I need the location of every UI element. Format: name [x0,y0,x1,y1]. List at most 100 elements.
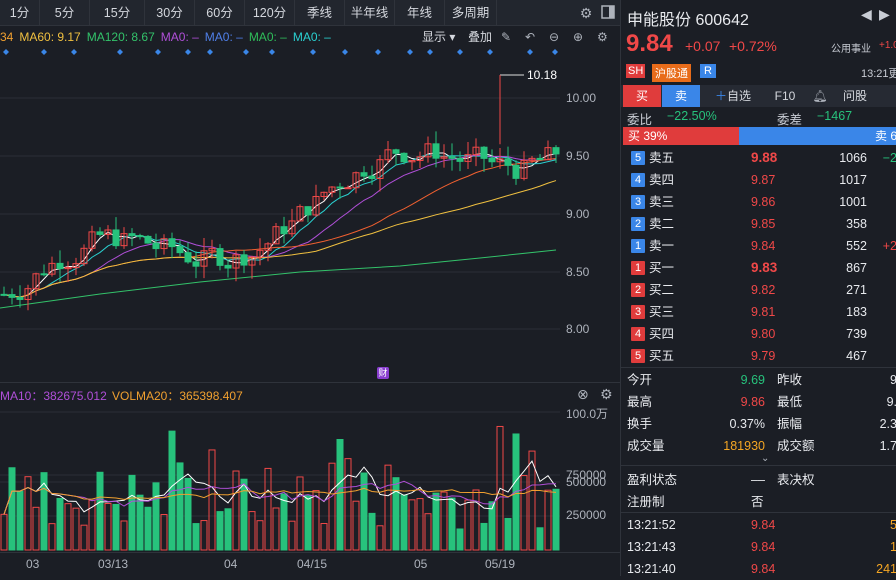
candle-body [192,261,200,267]
candle-body [112,229,120,247]
volume-bar [296,476,304,551]
volume-tick: 250000 [566,508,607,522]
volume-chart[interactable] [0,404,620,552]
undo-icon[interactable]: ↶ [525,30,536,44]
zoom-out-icon[interactable]: ⊖ [549,30,560,44]
candlestick-chart[interactable] [0,46,620,381]
volume-legend: MA10：382675.012 VOLMA20：365398.407 ⊗ ⚙ [0,382,620,404]
event-diamond [117,49,123,55]
bids-volume: 467 [846,349,867,363]
sector-label[interactable]: 公用事业 [831,44,871,55]
candle-body [448,156,456,159]
stat-label: 换手 [627,417,653,431]
volume-bar [96,471,104,551]
sell-tab[interactable]: 卖 [662,85,700,107]
ma-line [3,153,557,298]
asks-row[interactable]: 1 卖一 9.84 552 +2 [621,235,896,257]
vol-ma20: VOLMA20：365398.407 [112,389,243,403]
volume-bar [24,476,32,551]
bell-icon[interactable]: 🔔︎ [812,89,828,103]
bids-row[interactable]: 3 买三 9.81 183 [621,301,896,323]
display-button[interactable]: 显示 ▾ [422,30,456,44]
settings-icon[interactable]: ⚙ [579,5,593,21]
tick-price: 9.84 [751,518,776,532]
stat-value: 9. [886,395,896,409]
bids-row[interactable]: 2 买二 9.82 271 [621,279,896,301]
expand-icon[interactable]: ⌄ [761,453,770,464]
prev-stock-icon[interactable]: ◀ [861,6,872,22]
tab-halfyear[interactable]: 半年线 [345,0,395,26]
asks-row[interactable]: 5 卖五 9.88 1066 −2 [621,147,896,169]
asks-row[interactable]: 4 卖四 9.87 1017 [621,169,896,191]
volume-bar [144,506,152,551]
tab-1min[interactable]: 1分 [0,0,40,26]
price-change: +0.07 [685,38,721,54]
tick-price: 9.84 [751,562,776,576]
tick-volume: 1 [890,540,896,554]
bids-level-label: 买二 [649,283,675,297]
candle-body [64,267,72,270]
stat-value: 9 [890,373,896,387]
volume-settings-icon[interactable]: ⚙ [600,386,613,402]
tab-120min[interactable]: 120分 [245,0,295,26]
volume-bar [240,478,248,551]
bids-row[interactable]: 1 买一 9.83 867 [621,257,896,279]
volume-bar [536,527,544,551]
tab-5min[interactable]: 5分 [40,0,90,26]
candle-body [336,186,344,189]
buy-tab[interactable]: 买 [623,85,661,107]
ma-legend-item: 34 [0,30,14,44]
tab-60min[interactable]: 60分 [195,0,245,26]
price-tick: 10.00 [566,91,597,105]
tab-year[interactable]: 年线 [395,0,445,26]
bids-price: 9.82 [751,283,776,297]
bids-row[interactable]: 5 买五 9.79 467 [621,345,896,367]
overlay-button[interactable]: 叠加 [468,30,493,44]
bids-level-badge: 5 [631,349,645,363]
volume-bar [328,462,336,551]
close-icon[interactable]: ⊗ [577,386,589,402]
tab-quarter[interactable]: 季线 [295,0,345,26]
stat-label: 成交额 [777,439,815,453]
candle-body [80,247,88,265]
stock-name: 申能股份 600642 [627,6,749,30]
watchlist-tab[interactable]: ＋自选 [705,85,761,107]
candle-body [152,242,160,250]
panel-toggle-icon[interactable] [600,5,616,21]
tab-multi-period[interactable]: 多周期 [445,0,497,26]
volume-bar [48,523,56,551]
asks-row[interactable]: 3 卖三 9.86 1001 [621,191,896,213]
weibi-label: 委比 [627,113,653,127]
volume-bar [112,503,120,551]
tab-15min[interactable]: 15分 [90,0,145,26]
asks-level-label: 卖三 [649,195,675,209]
tab-30min[interactable]: 30分 [145,0,195,26]
display-label: 显示 [422,30,447,44]
event-diamond [155,49,161,55]
ask-stock-tab[interactable]: 问股 [842,89,867,103]
volume-bar [272,507,280,551]
asks-level-label: 卖四 [649,173,675,187]
bids-row[interactable]: 4 买四 9.80 739 [621,323,896,345]
stat-value: 2.3 [879,417,896,431]
volume-bar [360,472,368,551]
update-time: 13:21更 [861,68,896,80]
volume-tick: 750000 [566,468,607,482]
next-stock-icon[interactable]: ▶ [879,6,890,22]
zoom-in-icon[interactable]: ⊕ [573,30,584,44]
volume-bar [264,467,272,551]
date-tick: 03/13 [98,557,129,571]
candle-body [472,146,480,156]
f10-tab[interactable]: F10 [774,89,796,103]
volume-bar [336,439,344,551]
finance-event-marker[interactable]: 财 [377,367,389,379]
asks-row[interactable]: 2 卖二 9.85 358 [621,213,896,235]
event-diamond [269,49,275,55]
candle-body [160,238,168,250]
event-diamond [41,49,47,55]
brush-icon[interactable]: ✎ [501,30,512,44]
chart-settings-icon[interactable]: ⚙ [597,30,608,44]
candle-body [320,191,328,197]
ma-legend-item: MA0: – [204,30,243,44]
candle-body [144,235,152,244]
